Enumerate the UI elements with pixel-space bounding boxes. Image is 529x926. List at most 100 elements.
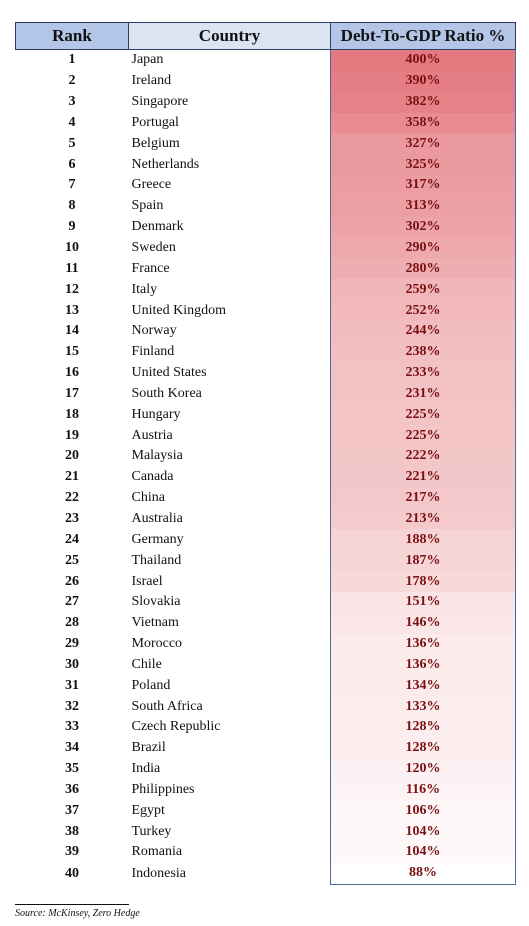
ratio-cell: 358% [330, 112, 516, 134]
rank-cell: 19 [65, 427, 79, 443]
country-cell: Chile [131, 656, 162, 672]
rank-cell: 20 [65, 448, 79, 464]
table-row: 21 Canada 221% [16, 466, 516, 488]
rank-cell: 25 [65, 552, 79, 568]
country-cell: Australia [131, 510, 183, 526]
ratio-cell: 188% [330, 529, 516, 551]
table-row: 22 China 217% [16, 487, 516, 509]
rank-cell: 7 [68, 177, 76, 193]
rank-cell: 33 [65, 719, 79, 735]
ratio-cell: 128% [330, 717, 516, 738]
ratio-column-header[interactable]: Debt-To-GDP Ratio % [330, 22, 516, 50]
table-row: 9 Denmark 302% [16, 216, 516, 238]
rank-cell: 8 [68, 198, 76, 214]
country-cell: India [131, 761, 161, 777]
ratio-cell: 120% [330, 758, 516, 780]
country-cell: Germany [131, 531, 184, 547]
country-cell: Czech Republic [131, 719, 221, 735]
country-cell: France [131, 260, 170, 276]
rank-cell: 17 [65, 385, 79, 401]
ratio-cell: 390% [330, 70, 516, 92]
country-cell: Morocco [131, 636, 183, 652]
ratio-cell: 317% [330, 175, 516, 196]
ratio-cell: 225% [330, 404, 516, 426]
country-cell: United States [131, 365, 207, 381]
ratio-cell: 238% [330, 341, 516, 363]
rank-cell: 39 [65, 844, 79, 860]
table-row: 14 Norway 244% [16, 320, 516, 342]
rank-cell: 24 [65, 531, 79, 547]
table-row: 16 United States 233% [16, 362, 516, 384]
ratio-cell: 325% [330, 154, 516, 176]
ratio-cell: 327% [330, 133, 516, 155]
table-row: 11 France 280% [16, 258, 516, 280]
table-row: 39 Romania 104% [16, 842, 516, 863]
rank-cell: 13 [65, 302, 79, 318]
country-cell: Philippines [131, 781, 195, 797]
table-row: 15 Finland 238% [16, 341, 516, 363]
source-note: Source: McKinsey, Zero Hedge [15, 904, 140, 919]
rank-cell: 28 [65, 615, 79, 631]
country-cell: Brazil [131, 740, 166, 756]
rank-cell: 32 [65, 698, 79, 714]
header-row: Rank Country Debt-To-GDP Ratio % [15, 22, 516, 50]
country-cell: Malaysia [131, 448, 183, 464]
ratio-cell: 104% [330, 842, 516, 863]
table-row: 26 Israel 178% [16, 571, 516, 592]
country-cell: Singapore [131, 94, 189, 110]
country-cell: South Africa [131, 698, 203, 714]
rank-cell: 15 [65, 344, 79, 360]
table-row: 38 Turkey 104% [16, 821, 516, 843]
table-row: 27 Slovakia 151% [16, 591, 516, 613]
rank-cell: 4 [68, 114, 76, 130]
ratio-cell: 88% [330, 862, 516, 885]
ratio-cell: 128% [330, 737, 516, 759]
rank-cell: 11 [65, 260, 79, 276]
rank-cell: 27 [65, 594, 79, 610]
table-row: 37 Egypt 106% [16, 800, 516, 822]
table-row: 31 Poland 134% [16, 675, 516, 697]
ratio-cell: 134% [330, 675, 516, 697]
country-column-header[interactable]: Country [128, 22, 331, 50]
rank-cell: 1 [68, 52, 76, 68]
country-cell: Sweden [131, 240, 176, 256]
country-cell: Norway [131, 323, 177, 339]
rank-cell: 6 [68, 156, 76, 172]
table-row: 28 Vietnam 146% [16, 612, 516, 634]
ratio-cell: 400% [330, 49, 516, 71]
table-row: 18 Hungary 225% [16, 404, 516, 426]
country-cell: Denmark [131, 219, 184, 235]
table-row: 33 Czech Republic 128% [16, 717, 516, 738]
rank-cell: 26 [65, 573, 79, 589]
ratio-cell: 280% [330, 258, 516, 280]
table-row: 19 Austria 225% [16, 425, 516, 447]
ratio-cell: 259% [330, 279, 516, 301]
ratio-cell: 151% [330, 591, 516, 613]
table-row: 24 Germany 188% [16, 529, 516, 551]
debt-to-gdp-table: Rank Country Debt-To-GDP Ratio % 1 Japan 4… [15, 22, 516, 885]
rank-cell: 29 [65, 636, 79, 652]
rank-column-header[interactable]: Rank [15, 22, 129, 50]
country-cell: Italy [131, 281, 158, 297]
rank-cell: 5 [68, 135, 76, 151]
country-cell: South Korea [131, 385, 202, 401]
table-row: 17 South Korea 231% [16, 383, 516, 405]
rank-cell: 3 [68, 94, 76, 110]
country-cell: Turkey [131, 823, 172, 839]
table-row: 6 Netherlands 325% [16, 154, 516, 176]
ratio-cell: 313% [330, 195, 516, 217]
country-cell: China [131, 490, 165, 506]
table-row: 3 Singapore 382% [16, 91, 516, 113]
country-cell: Romania [131, 844, 183, 860]
table-row: 4 Portugal 358% [16, 112, 516, 134]
rank-cell: 36 [65, 781, 79, 797]
ratio-cell: 290% [330, 237, 516, 259]
rank-cell: 18 [65, 406, 79, 422]
ratio-cell: 302% [330, 216, 516, 238]
table-row: 30 Chile 136% [16, 654, 516, 676]
table-body: 1 Japan 400% 2 Ireland 390% 3 Singapore 382% 4 Por… [16, 49, 516, 885]
rank-cell: 9 [68, 219, 76, 235]
table-row: 29 Morocco 136% [16, 633, 516, 655]
table-row: 36 Philippines 116% [16, 779, 516, 801]
country-cell: Belgium [131, 135, 180, 151]
